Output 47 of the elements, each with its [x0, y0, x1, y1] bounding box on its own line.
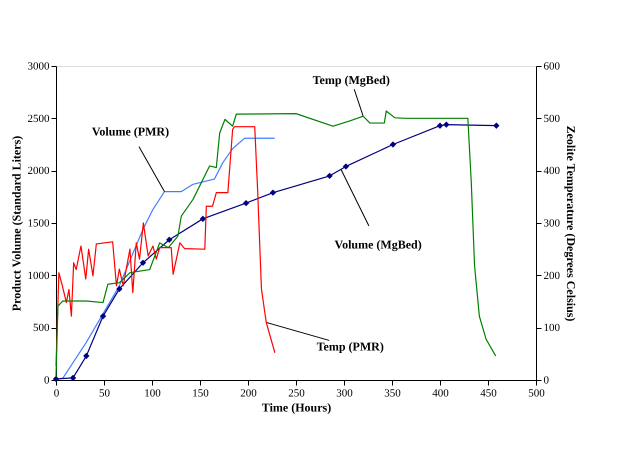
annotation: Temp (PMR)	[316, 339, 384, 354]
annotation: Volume (PMR)	[92, 124, 170, 139]
x-tick-label: 400	[432, 388, 450, 400]
y2-tick-label: 600	[544, 60, 560, 72]
y2-tick-label: 200	[544, 270, 560, 282]
point	[100, 312, 106, 320]
y-tick-label: 2000	[28, 165, 50, 178]
y2-tick-label: 100	[544, 322, 560, 334]
point	[443, 121, 450, 128]
x-tick-label: 500	[528, 388, 546, 400]
point	[116, 286, 123, 292]
point	[140, 260, 146, 266]
y2-tick-label: 300	[544, 218, 560, 230]
y-tick-label: 3000	[28, 60, 50, 72]
y2-tick-label: 500	[544, 112, 560, 125]
y-tick-label: 1000	[28, 270, 50, 282]
x-tick-label: 50	[99, 388, 110, 400]
x-tick-label: 250	[288, 388, 306, 400]
x-tick-label: 150	[192, 388, 210, 400]
y2-tick-label: 400	[544, 165, 560, 178]
point	[166, 236, 172, 243]
point	[326, 172, 333, 180]
x-tick-label: 300	[336, 388, 354, 400]
x-axis-title: Time (Hours)	[262, 400, 332, 414]
point	[436, 122, 444, 129]
point	[493, 122, 500, 129]
y2-tick-label: 0	[544, 374, 550, 386]
point	[200, 216, 206, 222]
x-tick-label: 450	[480, 388, 498, 400]
point	[242, 200, 250, 206]
annotation: Temp (MgBed)	[312, 73, 390, 88]
y-axis-title: Product Volume (Standard Liters)	[10, 136, 24, 312]
x-tick-label: 100	[144, 388, 162, 400]
x-tick-label: 200	[240, 388, 258, 400]
y2-axis-title: Zeolite Temperature (Degrees Celsius)	[564, 126, 578, 322]
point	[390, 141, 396, 148]
y-tick-label: 0	[44, 374, 50, 386]
y-tick-label: 500	[33, 322, 50, 334]
annotation: Volume (MgBed)	[334, 238, 422, 252]
point	[83, 352, 90, 360]
point	[342, 163, 350, 170]
y-tick-label: 2500	[28, 112, 50, 125]
point	[70, 374, 76, 382]
x-tick-label: 0	[54, 388, 60, 400]
y-tick-label: 1500	[28, 218, 50, 230]
x-tick-label: 350	[384, 388, 402, 400]
point	[270, 189, 276, 196]
